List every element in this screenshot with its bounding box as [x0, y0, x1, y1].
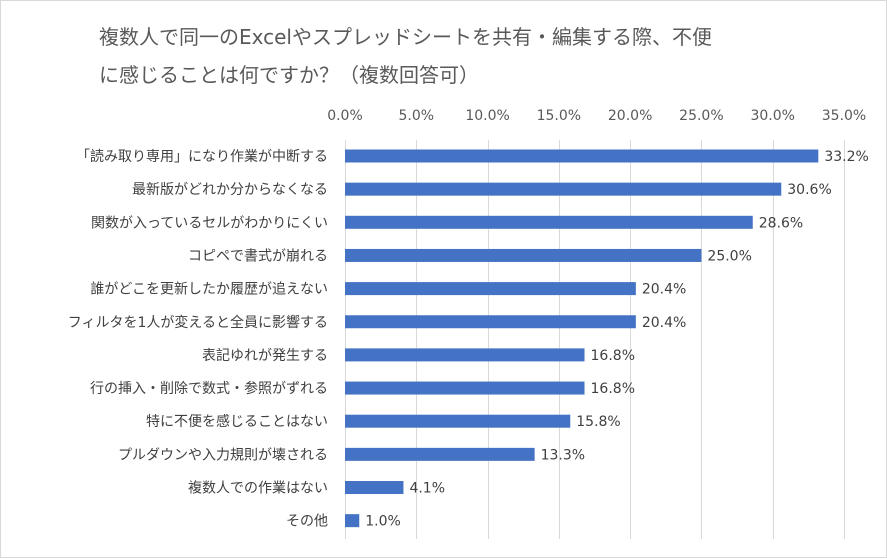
bar: [345, 447, 535, 461]
data-label: 16.8%: [591, 348, 635, 364]
chart-title-line-1: 複数人で同一のExcelやスプレッドシートを共有・編集する際、不便: [99, 25, 712, 49]
data-label: 15.8%: [576, 414, 620, 430]
gridlines: [345, 140, 845, 539]
bar: [345, 381, 585, 395]
category-label: 表記ゆれが発生する: [202, 347, 328, 364]
data-labels: 33.2% 30.6% 28.6% 25.0% 20.4% 20.4% 16.8% 16.8%…: [365, 149, 869, 530]
bar: [345, 348, 585, 362]
x-tick-label: 10.0%: [465, 108, 509, 124]
data-label: 13.3%: [541, 447, 585, 463]
bar: [345, 182, 782, 196]
bar: [345, 282, 636, 296]
data-label: 20.4%: [642, 315, 686, 331]
category-label: コピペで書式が崩れる: [188, 248, 328, 264]
data-label: 30.6%: [787, 182, 831, 198]
x-axis-ticks: 0.0% 5.0% 10.0% 15.0% 20.0% 25.0% 30.0% 35.0%: [327, 108, 866, 124]
x-tick-label: 20.0%: [608, 108, 652, 124]
bar: [345, 315, 636, 329]
category-labels: 「読み取り専用」になり作業が中断する最新版がどれか分からなくなる関数が入っている…: [68, 148, 328, 530]
bar: [345, 414, 571, 428]
category-label: 特に不便を感じることはない: [146, 413, 328, 430]
category-label: 誰がどこを更新したか履歴が追えない: [90, 282, 328, 298]
bar: [345, 215, 753, 229]
data-label: 1.0%: [365, 514, 401, 530]
data-label: 16.8%: [591, 381, 635, 397]
x-tick-label: 15.0%: [537, 108, 581, 124]
bar: [345, 248, 702, 262]
category-label: 関数が入っているセルがわかりにくい: [91, 215, 328, 231]
category-label: 最新版がどれか分からなくなる: [132, 182, 328, 198]
x-tick-label: 0.0%: [327, 108, 363, 124]
x-tick-label: 5.0%: [398, 108, 434, 124]
data-label: 28.6%: [759, 215, 803, 231]
category-label: フィルタを1人が変えると全員に影響する: [68, 314, 328, 331]
category-label: 行の挿入・削除で数式・参照がずれる: [90, 380, 328, 397]
data-label: 4.1%: [409, 481, 445, 497]
category-label: 複数人での作業はない: [188, 480, 328, 497]
x-tick-label: 35.0%: [822, 108, 866, 124]
x-tick-label: 25.0%: [679, 108, 723, 124]
bar: [345, 514, 360, 528]
data-label: 25.0%: [707, 248, 751, 264]
bars: [345, 149, 819, 528]
category-label: その他: [286, 514, 328, 530]
bar: [345, 149, 819, 163]
category-label: 「読み取り専用」になり作業が中断する: [76, 148, 328, 165]
x-tick-label: 30.0%: [750, 108, 794, 124]
chart-title-line-2: に感じることは何ですか？（複数回答可）: [99, 63, 479, 87]
bar: [345, 481, 404, 494]
data-label: 20.4%: [642, 282, 686, 298]
data-label: 33.2%: [824, 149, 868, 165]
category-label: プルダウンや入力規則が壊される: [118, 447, 328, 463]
